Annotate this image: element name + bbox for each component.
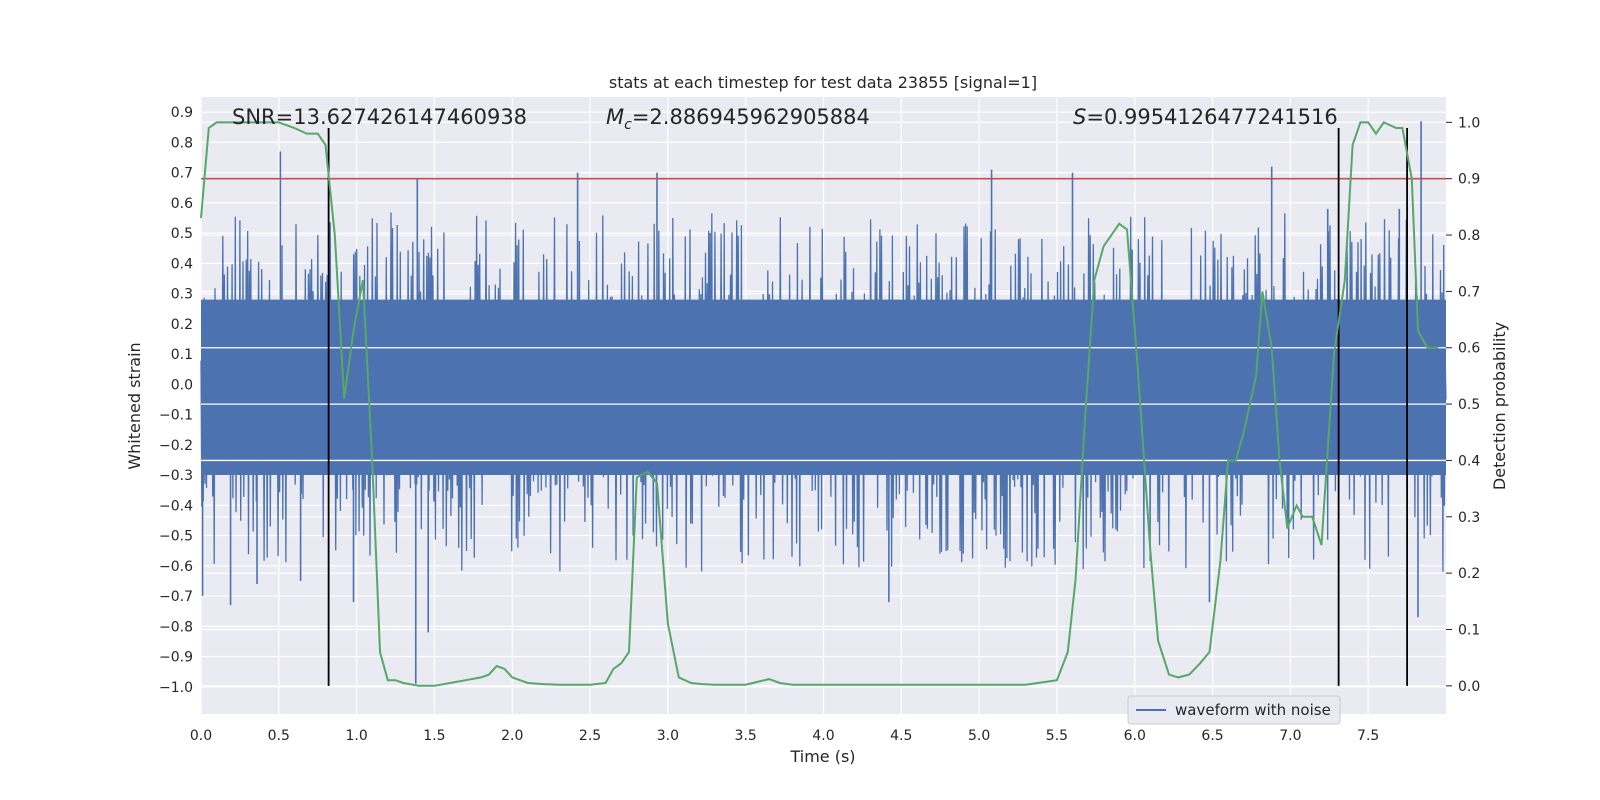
x-tick-label-11: 5.5 [1046, 728, 1068, 744]
s-annotation: S=0.9954126477241516 [1073, 105, 1338, 129]
waveform-series [200, 121, 1447, 684]
detection-probability-line [200, 121, 1439, 687]
chirp-mass-symbol: M [606, 105, 624, 129]
s-symbol: S [1073, 105, 1086, 129]
x-tick-label-9: 4.5 [890, 728, 912, 744]
x-axis-label: Time (s) [789, 747, 855, 766]
y-left-tick-label-14: −0.5 [159, 529, 193, 545]
y-right-tick-label-5: 0.5 [1458, 397, 1480, 413]
x-tick-label-14: 7.0 [1279, 728, 1301, 744]
y-left-axis-ticks: 0.9 0.8 0.7 0.6 0.5 0.4 0.3 0.2 0.1 0.0 −0.1 −0.2 −0… [159, 105, 193, 696]
y-right-tick-label-6: 0.4 [1458, 453, 1480, 469]
y-left-tick-label-1: 0.8 [171, 135, 193, 151]
x-tick-label-7: 3.5 [735, 728, 757, 744]
y-left-tick-label-0: 0.9 [171, 105, 193, 121]
y-left-tick-label-3: 0.6 [171, 196, 193, 212]
y-right-tick-label-2: 0.8 [1458, 228, 1480, 244]
y-right-tick-label-9: 0.1 [1458, 622, 1480, 638]
x-tick-label-6: 3.0 [657, 728, 679, 744]
y-right-tick-label-10: 0.0 [1458, 679, 1480, 695]
y-left-tick-label-6: 0.3 [171, 287, 193, 303]
y-right-tick-label-8: 0.2 [1458, 566, 1480, 582]
y-left-tick-label-16: −0.7 [159, 589, 193, 605]
legend: waveform with noise [1127, 695, 1341, 725]
waveform-dense-band [201, 299, 1446, 476]
x-tick-label-5: 2.5 [579, 728, 601, 744]
y-right-tick-label-7: 0.3 [1458, 510, 1480, 526]
snr-annotation: SNR=13.627426147460938 [232, 105, 527, 129]
y-left-tick-label-5: 0.4 [171, 256, 193, 272]
detection-probability-series [200, 121, 1439, 687]
chart-title: stats at each timestep for test data 238… [609, 73, 1037, 92]
y-right-tick-label-3: 0.7 [1458, 284, 1480, 300]
y-left-axis-label: Whitened strain [125, 342, 144, 469]
y-left-tick-label-10: −0.1 [159, 408, 193, 424]
y-left-tick-label-11: −0.2 [159, 438, 193, 454]
x-tick-label-3: 1.5 [423, 728, 445, 744]
y-left-tick-label-7: 0.2 [171, 317, 193, 333]
y-left-tick-label-15: −0.6 [159, 559, 193, 575]
y-right-axis-label: Detection probability [1490, 322, 1509, 490]
y-left-tick-label-19: −1.0 [159, 680, 193, 696]
chirp-mass-value: =2.886945962905884 [632, 105, 870, 129]
y-right-axis-ticks: 1.0 0.9 0.8 0.7 0.6 0.5 0.4 0.3 0.2 0.1 0.0 [1446, 115, 1480, 695]
x-tick-label-15: 7.5 [1357, 728, 1379, 744]
y-left-tick-label-18: −0.9 [159, 650, 193, 666]
y-right-tick-label-4: 0.6 [1458, 341, 1480, 357]
chirp-mass-annotation: Mc=2.886945962905884 [606, 105, 870, 133]
x-tick-label-13: 6.5 [1201, 728, 1223, 744]
s-value: =0.9954126477241516 [1086, 105, 1337, 129]
y-right-tick-label-0: 1.0 [1458, 115, 1480, 131]
x-tick-label-0: 0.0 [190, 728, 212, 744]
y-left-tick-label-13: −0.4 [159, 498, 193, 514]
x-tick-label-4: 2.0 [501, 728, 523, 744]
x-tick-label-1: 0.5 [268, 728, 290, 744]
chirp-mass-subscript: c [624, 117, 632, 133]
y-left-tick-label-12: −0.3 [159, 468, 193, 484]
y-left-tick-label-8: 0.1 [171, 347, 193, 363]
y-left-tick-label-17: −0.8 [159, 619, 193, 635]
x-tick-label-8: 4.0 [812, 728, 834, 744]
x-axis-ticks: 0.0 0.5 1.0 1.5 2.0 2.5 3.0 3.5 4.0 4.5 5.0 5.5 6.0 6… [190, 728, 1379, 744]
y-left-tick-label-9: 0.0 [171, 377, 193, 393]
vertical-markers [327, 127, 1408, 686]
y-left-tick-label-4: 0.5 [171, 226, 193, 242]
x-tick-label-12: 6.0 [1124, 728, 1146, 744]
x-tick-label-2: 1.0 [345, 728, 367, 744]
y-left-tick-label-2: 0.7 [171, 166, 193, 182]
legend-label: waveform with noise [1175, 701, 1331, 719]
x-tick-label-10: 5.0 [968, 728, 990, 744]
legend-box [1127, 695, 1341, 725]
y-right-tick-label-1: 0.9 [1458, 172, 1480, 188]
